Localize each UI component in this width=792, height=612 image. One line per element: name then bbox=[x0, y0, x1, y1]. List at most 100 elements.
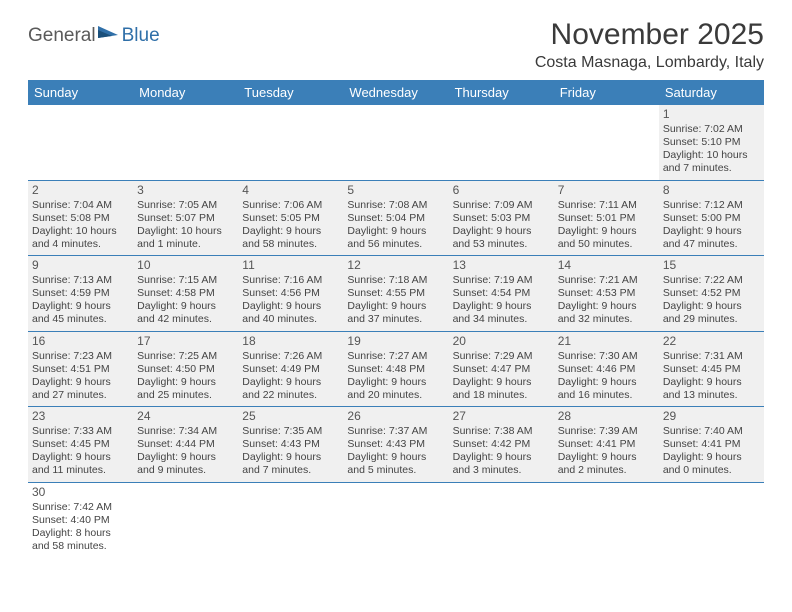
day-cell bbox=[343, 105, 448, 180]
logo-text-blue: Blue bbox=[122, 25, 160, 47]
sunset-label: Sunset: 4:49 PM bbox=[242, 363, 339, 376]
daylight-label: Daylight: 9 hours bbox=[137, 300, 234, 313]
sunset-label: Sunset: 4:43 PM bbox=[347, 438, 444, 451]
daylight-label: and 1 minute. bbox=[137, 238, 234, 251]
day-cell bbox=[28, 105, 133, 180]
daylight-label: and 56 minutes. bbox=[347, 238, 444, 251]
day-number: 22 bbox=[663, 334, 760, 349]
day-cell: 23Sunrise: 7:33 AMSunset: 4:45 PMDayligh… bbox=[28, 407, 133, 482]
day-header: Saturday bbox=[659, 80, 764, 105]
day-cell: 21Sunrise: 7:30 AMSunset: 4:46 PMDayligh… bbox=[554, 332, 659, 407]
daylight-label: Daylight: 10 hours bbox=[32, 225, 129, 238]
sunset-label: Sunset: 4:41 PM bbox=[558, 438, 655, 451]
day-cell: 26Sunrise: 7:37 AMSunset: 4:43 PMDayligh… bbox=[343, 407, 448, 482]
day-cell: 12Sunrise: 7:18 AMSunset: 4:55 PMDayligh… bbox=[343, 256, 448, 331]
sunset-label: Sunset: 5:05 PM bbox=[242, 212, 339, 225]
sunset-label: Sunset: 5:04 PM bbox=[347, 212, 444, 225]
day-cell bbox=[554, 483, 659, 558]
daylight-label: and 11 minutes. bbox=[32, 464, 129, 477]
day-cell: 5Sunrise: 7:08 AMSunset: 5:04 PMDaylight… bbox=[343, 181, 448, 256]
sunset-label: Sunset: 4:43 PM bbox=[242, 438, 339, 451]
day-cell: 16Sunrise: 7:23 AMSunset: 4:51 PMDayligh… bbox=[28, 332, 133, 407]
sunrise-label: Sunrise: 7:38 AM bbox=[453, 425, 550, 438]
sunrise-label: Sunrise: 7:22 AM bbox=[663, 274, 760, 287]
location-label: Costa Masnaga, Lombardy, Italy bbox=[535, 54, 764, 72]
daylight-label: and 7 minutes. bbox=[242, 464, 339, 477]
day-number: 30 bbox=[32, 485, 129, 500]
daylight-label: and 45 minutes. bbox=[32, 313, 129, 326]
daylight-label: and 18 minutes. bbox=[453, 389, 550, 402]
day-cell: 17Sunrise: 7:25 AMSunset: 4:50 PMDayligh… bbox=[133, 332, 238, 407]
sunrise-label: Sunrise: 7:42 AM bbox=[32, 501, 129, 514]
day-cell: 3Sunrise: 7:05 AMSunset: 5:07 PMDaylight… bbox=[133, 181, 238, 256]
sunset-label: Sunset: 4:51 PM bbox=[32, 363, 129, 376]
daylight-label: Daylight: 9 hours bbox=[242, 300, 339, 313]
sunset-label: Sunset: 4:59 PM bbox=[32, 287, 129, 300]
sunrise-label: Sunrise: 7:05 AM bbox=[137, 199, 234, 212]
daylight-label: and 50 minutes. bbox=[558, 238, 655, 251]
daylight-label: and 7 minutes. bbox=[663, 162, 760, 175]
day-header: Sunday bbox=[28, 80, 133, 105]
day-number: 13 bbox=[453, 258, 550, 273]
day-number: 26 bbox=[347, 409, 444, 424]
day-cell: 22Sunrise: 7:31 AMSunset: 4:45 PMDayligh… bbox=[659, 332, 764, 407]
calendar-grid: SundayMondayTuesdayWednesdayThursdayFrid… bbox=[28, 80, 764, 557]
day-cell: 30Sunrise: 7:42 AMSunset: 4:40 PMDayligh… bbox=[28, 483, 133, 558]
sunrise-label: Sunrise: 7:30 AM bbox=[558, 350, 655, 363]
sunset-label: Sunset: 4:52 PM bbox=[663, 287, 760, 300]
day-number: 27 bbox=[453, 409, 550, 424]
day-number: 20 bbox=[453, 334, 550, 349]
daylight-label: Daylight: 9 hours bbox=[453, 376, 550, 389]
daylight-label: and 37 minutes. bbox=[347, 313, 444, 326]
day-cell: 14Sunrise: 7:21 AMSunset: 4:53 PMDayligh… bbox=[554, 256, 659, 331]
page-header: General Blue November 2025 Costa Masnaga… bbox=[28, 18, 764, 72]
day-cell: 1Sunrise: 7:02 AMSunset: 5:10 PMDaylight… bbox=[659, 105, 764, 180]
day-cell: 27Sunrise: 7:38 AMSunset: 4:42 PMDayligh… bbox=[449, 407, 554, 482]
day-number: 17 bbox=[137, 334, 234, 349]
daylight-label: and 22 minutes. bbox=[242, 389, 339, 402]
sunset-label: Sunset: 5:00 PM bbox=[663, 212, 760, 225]
daylight-label: Daylight: 10 hours bbox=[137, 225, 234, 238]
sunset-label: Sunset: 4:44 PM bbox=[137, 438, 234, 451]
daylight-label: Daylight: 9 hours bbox=[663, 225, 760, 238]
day-cell bbox=[133, 105, 238, 180]
daylight-label: and 13 minutes. bbox=[663, 389, 760, 402]
sunset-label: Sunset: 4:48 PM bbox=[347, 363, 444, 376]
day-number: 21 bbox=[558, 334, 655, 349]
day-cell: 7Sunrise: 7:11 AMSunset: 5:01 PMDaylight… bbox=[554, 181, 659, 256]
day-header: Friday bbox=[554, 80, 659, 105]
daylight-label: Daylight: 9 hours bbox=[558, 376, 655, 389]
day-cell: 13Sunrise: 7:19 AMSunset: 4:54 PMDayligh… bbox=[449, 256, 554, 331]
sunset-label: Sunset: 5:10 PM bbox=[663, 136, 760, 149]
day-number: 18 bbox=[242, 334, 339, 349]
sunset-label: Sunset: 4:58 PM bbox=[137, 287, 234, 300]
sunrise-label: Sunrise: 7:19 AM bbox=[453, 274, 550, 287]
logo-text-general: General bbox=[28, 25, 96, 47]
sunrise-label: Sunrise: 7:39 AM bbox=[558, 425, 655, 438]
sunrise-label: Sunrise: 7:08 AM bbox=[347, 199, 444, 212]
daylight-label: and 20 minutes. bbox=[347, 389, 444, 402]
daylight-label: and 9 minutes. bbox=[137, 464, 234, 477]
day-number: 14 bbox=[558, 258, 655, 273]
daylight-label: and 3 minutes. bbox=[453, 464, 550, 477]
daylight-label: Daylight: 9 hours bbox=[242, 451, 339, 464]
daylight-label: Daylight: 9 hours bbox=[32, 376, 129, 389]
week-row: 2Sunrise: 7:04 AMSunset: 5:08 PMDaylight… bbox=[28, 181, 764, 257]
daylight-label: Daylight: 10 hours bbox=[663, 149, 760, 162]
sunset-label: Sunset: 5:03 PM bbox=[453, 212, 550, 225]
day-cell: 25Sunrise: 7:35 AMSunset: 4:43 PMDayligh… bbox=[238, 407, 343, 482]
week-row: 23Sunrise: 7:33 AMSunset: 4:45 PMDayligh… bbox=[28, 407, 764, 483]
day-number: 1 bbox=[663, 107, 760, 122]
daylight-label: and 16 minutes. bbox=[558, 389, 655, 402]
day-number: 19 bbox=[347, 334, 444, 349]
day-cell: 4Sunrise: 7:06 AMSunset: 5:05 PMDaylight… bbox=[238, 181, 343, 256]
day-number: 25 bbox=[242, 409, 339, 424]
sunrise-label: Sunrise: 7:25 AM bbox=[137, 350, 234, 363]
sunset-label: Sunset: 4:42 PM bbox=[453, 438, 550, 451]
day-number: 29 bbox=[663, 409, 760, 424]
flag-icon bbox=[98, 24, 120, 45]
sunset-label: Sunset: 5:01 PM bbox=[558, 212, 655, 225]
daylight-label: and 42 minutes. bbox=[137, 313, 234, 326]
week-row: 1Sunrise: 7:02 AMSunset: 5:10 PMDaylight… bbox=[28, 105, 764, 181]
daylight-label: and 2 minutes. bbox=[558, 464, 655, 477]
